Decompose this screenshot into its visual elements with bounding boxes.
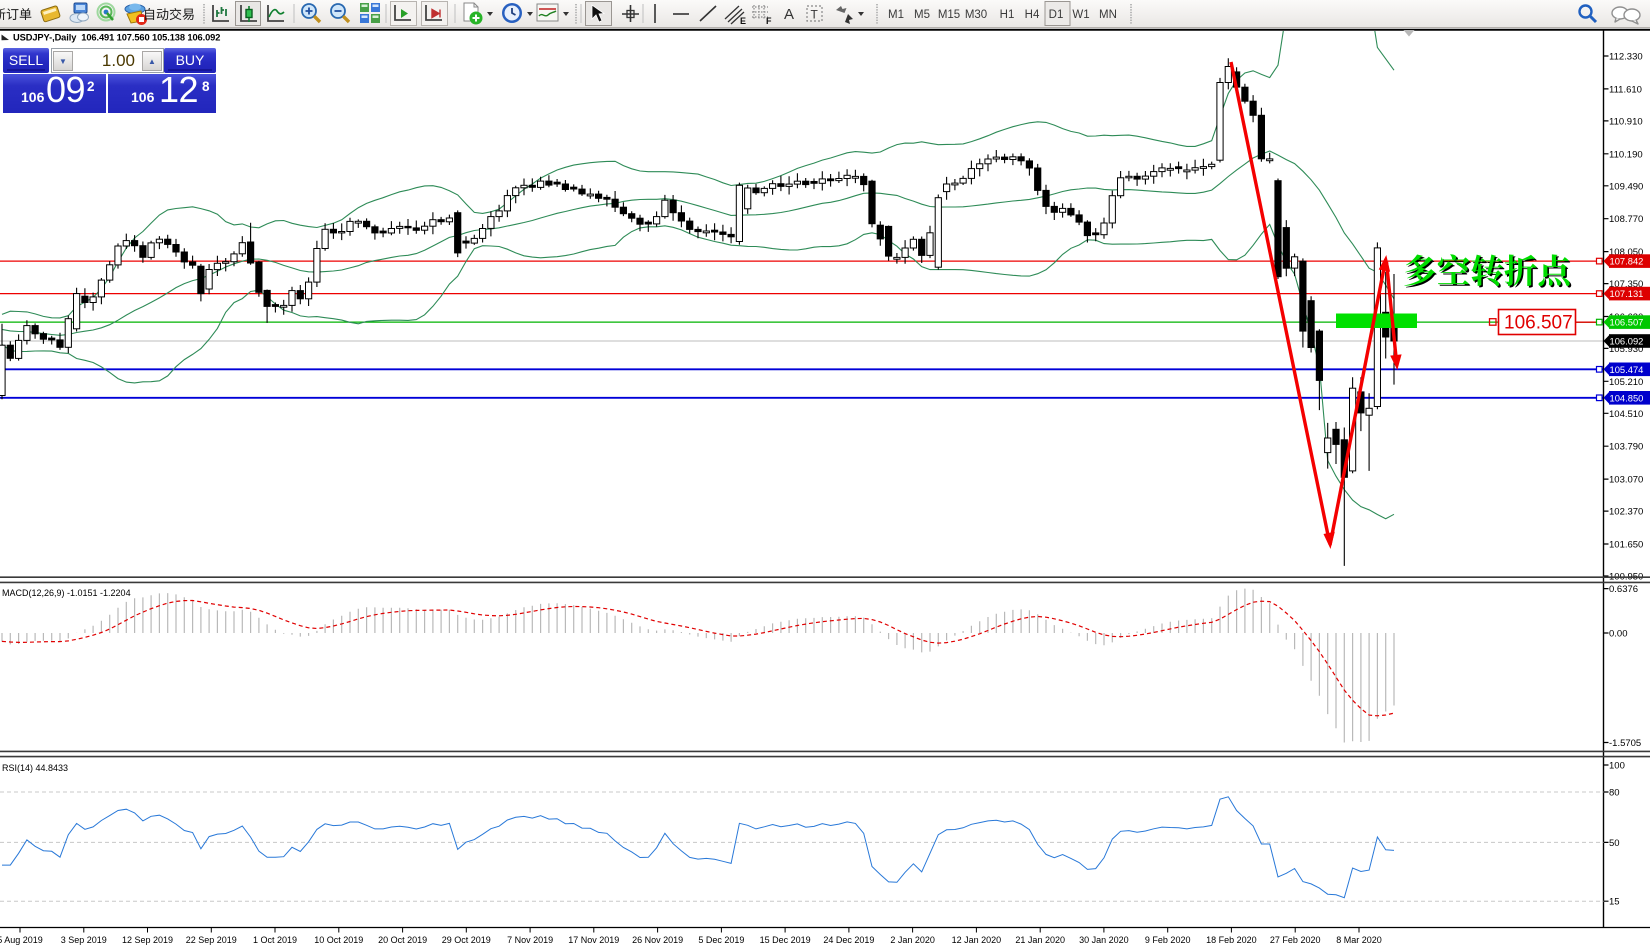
svg-text:24 Dec 2019: 24 Dec 2019 xyxy=(823,935,874,945)
svg-text:105.474: 105.474 xyxy=(1610,364,1644,375)
svg-text:M5: M5 xyxy=(914,9,930,21)
svg-text:F: F xyxy=(766,16,772,26)
svg-text:18 Feb 2020: 18 Feb 2020 xyxy=(1206,935,1257,945)
svg-text:-1.5705: -1.5705 xyxy=(1609,738,1641,749)
svg-text:107.350: 107.350 xyxy=(1609,279,1643,290)
svg-text:W1: W1 xyxy=(1072,9,1089,21)
svg-text:108.770: 108.770 xyxy=(1609,214,1643,225)
svg-text:0.00: 0.00 xyxy=(1609,629,1628,640)
svg-text:15: 15 xyxy=(1609,897,1620,908)
svg-text:5 Dec 2019: 5 Dec 2019 xyxy=(698,935,744,945)
svg-text:22 Sep 2019: 22 Sep 2019 xyxy=(186,935,237,945)
svg-text:105.930: 105.930 xyxy=(1609,344,1643,355)
svg-text:111.610: 111.610 xyxy=(1609,84,1642,95)
svg-text:27 Feb 2020: 27 Feb 2020 xyxy=(1270,935,1321,945)
svg-text:2 Jan 2020: 2 Jan 2020 xyxy=(890,935,935,945)
svg-text:12 Jan 2020: 12 Jan 2020 xyxy=(952,935,1002,945)
svg-text:50: 50 xyxy=(1609,838,1620,849)
svg-text:109.490: 109.490 xyxy=(1609,181,1643,192)
svg-text:3 Sep 2019: 3 Sep 2019 xyxy=(61,935,107,945)
svg-text:105.210: 105.210 xyxy=(1609,377,1643,388)
svg-text:104.850: 104.850 xyxy=(1610,392,1644,403)
svg-text:26 Nov 2019: 26 Nov 2019 xyxy=(632,935,683,945)
svg-text:H1: H1 xyxy=(1000,9,1015,21)
svg-text:7 Nov 2019: 7 Nov 2019 xyxy=(507,935,553,945)
svg-text:108.050: 108.050 xyxy=(1609,247,1643,258)
svg-text:102.370: 102.370 xyxy=(1609,507,1643,518)
svg-text:D1: D1 xyxy=(1049,9,1064,21)
svg-text:USDJPY-,Daily 106.491 107.560: USDJPY-,Daily 106.491 107.560 105.138 10… xyxy=(13,33,220,43)
svg-text:10 Oct 2019: 10 Oct 2019 xyxy=(314,935,363,945)
svg-text:8 Mar 2020: 8 Mar 2020 xyxy=(1336,935,1382,945)
svg-text:1 Oct 2019: 1 Oct 2019 xyxy=(253,935,297,945)
svg-text:5 Aug 2019: 5 Aug 2019 xyxy=(0,935,43,945)
svg-text:107.131: 107.131 xyxy=(1610,288,1644,299)
svg-text:106.092: 106.092 xyxy=(1610,336,1644,347)
svg-text:104.510: 104.510 xyxy=(1609,409,1643,420)
svg-text:110.190: 110.190 xyxy=(1609,149,1643,160)
svg-text:107.842: 107.842 xyxy=(1610,256,1644,267)
svg-text:29 Oct 2019: 29 Oct 2019 xyxy=(442,935,491,945)
svg-text:101.650: 101.650 xyxy=(1609,540,1643,551)
svg-text:H4: H4 xyxy=(1025,9,1040,21)
svg-text:9 Feb 2020: 9 Feb 2020 xyxy=(1145,935,1191,945)
svg-text:A: A xyxy=(784,6,794,23)
svg-text:12 Sep 2019: 12 Sep 2019 xyxy=(122,935,173,945)
svg-text:30 Jan 2020: 30 Jan 2020 xyxy=(1079,935,1129,945)
svg-text:17 Nov 2019: 17 Nov 2019 xyxy=(568,935,619,945)
svg-text:MN: MN xyxy=(1099,9,1117,21)
svg-text:E: E xyxy=(740,16,746,26)
svg-text:103.070: 103.070 xyxy=(1609,475,1643,486)
svg-text:RSI(14) 44.8433: RSI(14) 44.8433 xyxy=(2,763,68,773)
svg-text:20 Oct 2019: 20 Oct 2019 xyxy=(378,935,427,945)
svg-text:21 Jan 2020: 21 Jan 2020 xyxy=(1015,935,1065,945)
svg-text:0.6376: 0.6376 xyxy=(1609,584,1638,595)
svg-text:MACD(12,26,9) -1.0151 -1.2204: MACD(12,26,9) -1.0151 -1.2204 xyxy=(2,588,131,598)
svg-text:M1: M1 xyxy=(888,9,904,21)
svg-text:106.507: 106.507 xyxy=(1610,317,1644,328)
svg-text:M30: M30 xyxy=(965,9,987,21)
svg-text:100: 100 xyxy=(1609,761,1625,772)
svg-text:103.790: 103.790 xyxy=(1609,442,1643,453)
svg-text:106.507: 106.507 xyxy=(1504,313,1573,334)
svg-text:112.330: 112.330 xyxy=(1609,52,1643,63)
svg-text:T: T xyxy=(811,8,819,22)
svg-text:M15: M15 xyxy=(938,9,960,21)
svg-text:15 Dec 2019: 15 Dec 2019 xyxy=(760,935,811,945)
svg-text:80: 80 xyxy=(1609,788,1620,799)
svg-text:110.910: 110.910 xyxy=(1609,116,1643,127)
